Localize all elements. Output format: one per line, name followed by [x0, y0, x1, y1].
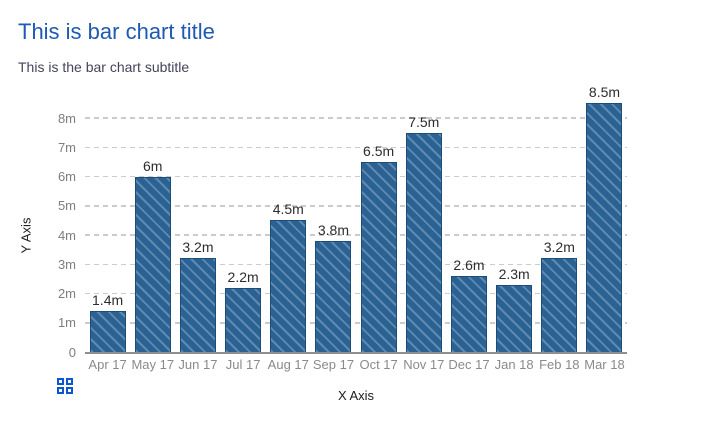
bar-may-17[interactable]: 6m [134, 158, 171, 352]
bar-column: 2.3m [492, 266, 537, 352]
gridline-4m [85, 234, 627, 236]
bar-feb-18[interactable]: 3.2m [541, 239, 578, 352]
y-tick-label: 2m [57, 286, 76, 301]
x-tick-label: Jun 17 [178, 357, 218, 372]
bar-column: 7.5m [401, 114, 446, 352]
value-label: 6m [143, 157, 163, 174]
value-label: 2.3m [498, 265, 530, 282]
value-label: 3.2m [182, 239, 214, 256]
x-tick-label: Aug 17 [267, 357, 309, 372]
x-tick-label: Oct 17 [359, 357, 398, 372]
bar-jul-17[interactable]: 2.2m [225, 269, 262, 352]
gridline-7m [85, 146, 627, 148]
value-label: 3.8m [317, 221, 349, 238]
x-tick-label: Dec 17 [448, 357, 490, 372]
bar-column: 4.5m [266, 201, 311, 352]
bar-mar-18[interactable]: 8.5m [586, 84, 623, 352]
x-axis-tick-labels: Apr 17 May 17 Jun 17 Jul 17 Aug 17 Sep 17 Oct … [85, 357, 627, 372]
value-label: 2.2m [227, 268, 259, 285]
grid-icon-square [57, 378, 64, 385]
value-label: 2.6m [453, 256, 485, 273]
chart-title: This is bar chart title [18, 19, 215, 44]
y-axis-tick-labels: 0 1m 2m 3m 4m 5m 6m 7m 8m [0, 92, 76, 360]
bar-jan-18[interactable]: 2.3m [496, 266, 533, 352]
value-label: 8.5m [588, 84, 621, 101]
bar-column: 6m [130, 158, 175, 352]
chart-subtitle: This is the bar chart subtitle [18, 59, 190, 75]
bar-dec-17[interactable]: 2.6m [450, 257, 487, 352]
value-label: 3.2m [543, 239, 575, 256]
bar-column: 2.6m [446, 257, 491, 352]
x-tick-label: Apr 17 [88, 357, 127, 372]
y-tick-label: 3m [57, 256, 76, 272]
gridline-6m [85, 175, 627, 178]
gridline-8m [85, 117, 627, 119]
x-axis-title: X Axis [337, 388, 375, 403]
grid-menu-icon[interactable] [57, 378, 73, 394]
bar-sep-17[interactable]: 3.8m [315, 222, 352, 352]
y-tick-label: 1m [57, 315, 76, 331]
y-tick-label: 7m [57, 139, 76, 155]
bar-aug-17[interactable]: 4.5m [270, 201, 307, 352]
x-tick-label: May 17 [131, 357, 175, 372]
x-tick-label: Mar 18 [584, 357, 625, 372]
bar-column: 2.2m [221, 269, 266, 352]
bar-column: 3.2m [175, 239, 220, 352]
x-tick-label: Nov 17 [403, 357, 445, 372]
gridline-1m [85, 322, 627, 324]
gridline-5m [85, 205, 627, 207]
bar-jun-17[interactable]: 3.2m [179, 239, 216, 352]
bar-apr-17[interactable]: 1.4m [89, 292, 126, 352]
bar-column: 1.4m [85, 292, 130, 352]
gridline-3m [85, 263, 627, 265]
value-label: 4.5m [272, 201, 304, 218]
y-tick-label: 4m [57, 227, 76, 243]
y-tick-label: 6m [57, 169, 76, 184]
x-tick-label: Jan 18 [494, 357, 534, 372]
y-tick-label: 5m [57, 198, 76, 214]
x-tick-label: Sep 17 [312, 357, 355, 372]
bar-column: 6.5m [356, 143, 401, 352]
x-tick-label: Jul 17 [225, 357, 261, 372]
y-tick-label: 0 [68, 344, 76, 360]
value-label: 6.5m [363, 142, 395, 159]
bar-column: 3.8m [311, 222, 356, 352]
x-tick-label: Feb 18 [539, 357, 580, 372]
grid-icon-square [66, 387, 73, 394]
y-tick-label: 8m [57, 110, 76, 126]
plot-area: 1.4m 6m 3.2m 2.2m 4.5m 3.8m 6.5m 7.5m 2.6m 2.3m 3.… [85, 84, 627, 354]
bar-column: 8.5m [582, 84, 627, 352]
grid-icon-square [66, 378, 73, 385]
value-label: 1.4m [92, 292, 124, 309]
bar-column: 3.2m [537, 239, 582, 352]
bar-nov-17[interactable]: 7.5m [405, 114, 442, 352]
bar-oct-17[interactable]: 6.5m [360, 143, 397, 352]
grid-icon-square [57, 387, 64, 394]
value-label: 7.5m [408, 113, 440, 130]
gridline-2m [85, 292, 627, 295]
